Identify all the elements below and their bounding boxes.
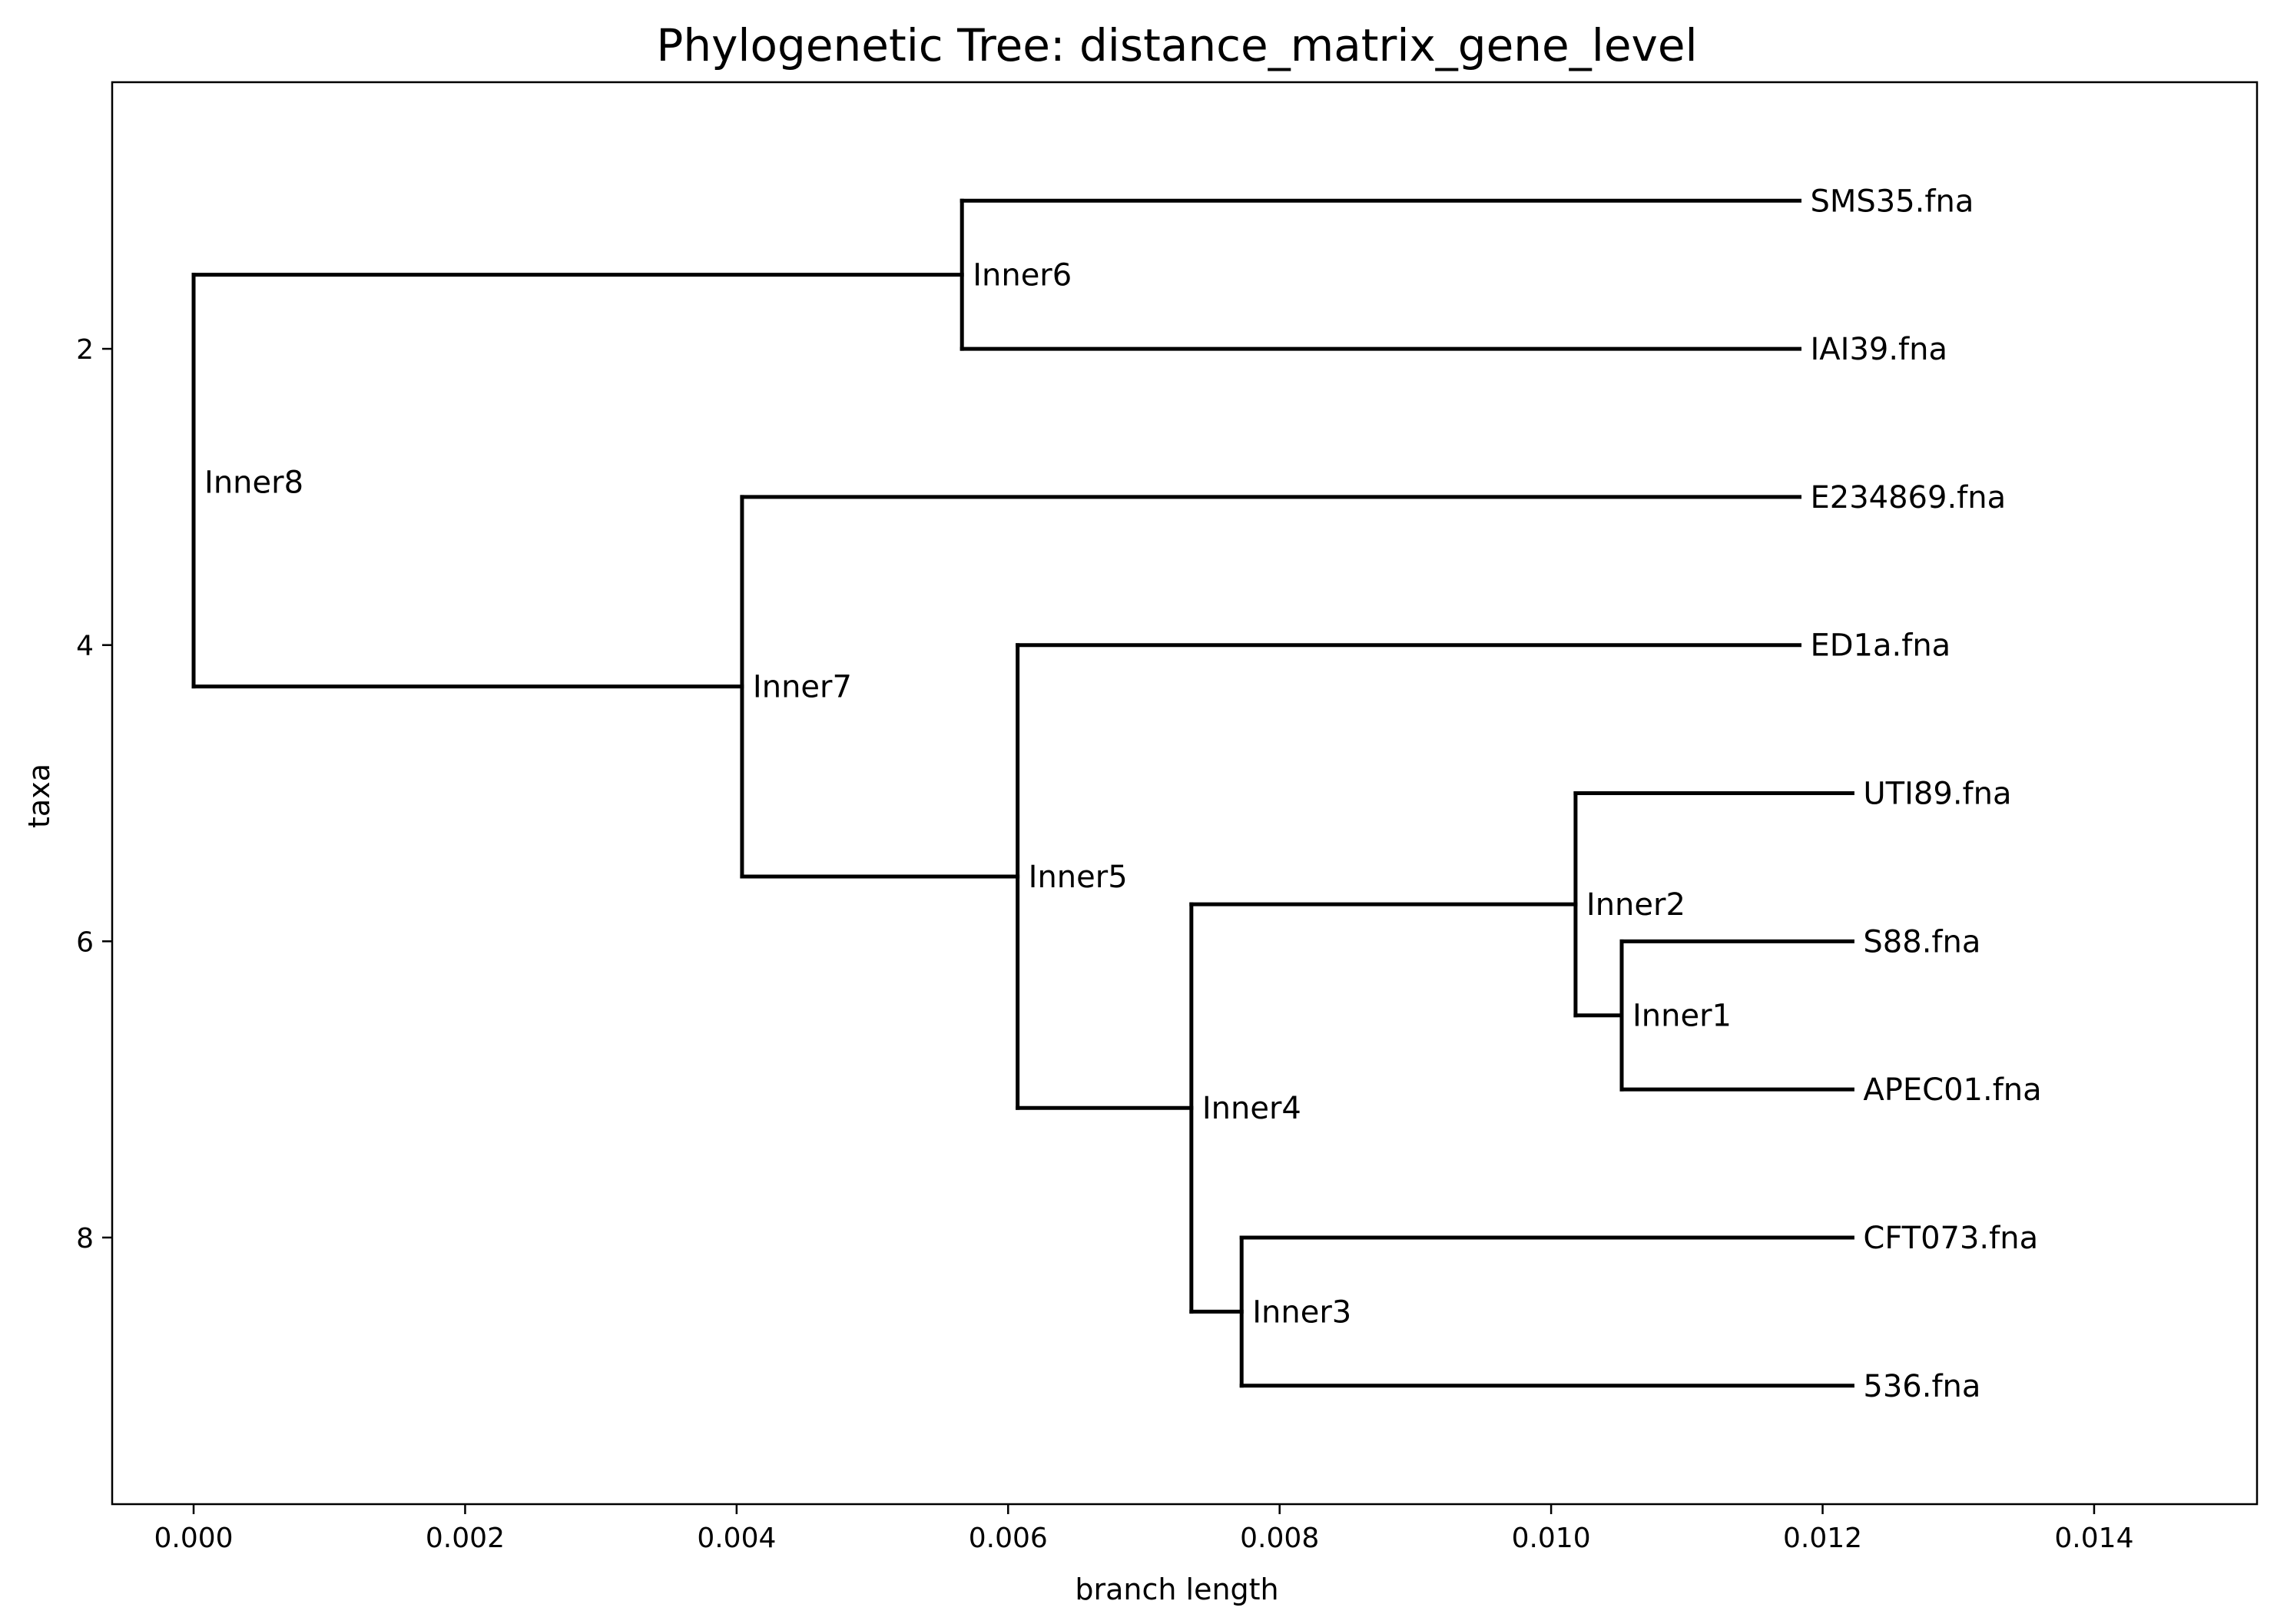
leaf-label-apec01-fna: APEC01.fna [1863, 1072, 2041, 1108]
x-tick-label: 0.004 [697, 1523, 776, 1554]
inner-node-label-inner2: Inner2 [1586, 887, 1685, 923]
inner-node-label-inner6: Inner6 [973, 258, 1072, 293]
x-tick-label: 0.014 [2054, 1523, 2133, 1554]
y-axis: 2 4 6 8 [76, 334, 112, 1254]
x-tick-label: 0.002 [426, 1523, 505, 1554]
y-tick-label: 8 [76, 1223, 94, 1254]
leaf-label-e234869-fna: E234869.fna [1810, 480, 2006, 515]
leaf-label-iai39-fna: IAI39.fna [1810, 332, 1947, 367]
inner-node-label-inner1: Inner1 [1632, 999, 1732, 1034]
y-tick-label: 2 [76, 334, 94, 366]
leaf-label-536-fna: 536.fna [1863, 1369, 1980, 1404]
x-axis: 0.000 0.002 0.004 0.006 0.008 0.010 0.012 0.014 [154, 1504, 2133, 1554]
leaf-label-cft073-fna: CFT073.fna [1863, 1221, 2038, 1256]
leaf-label-uti89-fna: UTI89.fna [1863, 777, 2011, 812]
x-tick-label: 0.012 [1783, 1523, 1862, 1554]
x-tick-label: 0.000 [154, 1523, 233, 1554]
inner-node-label-inner7: Inner7 [753, 670, 852, 705]
node-labels-layer: SMS35.fna IAI39.fna E234869.fna ED1a.fna UTI… [204, 184, 2042, 1404]
y-tick-label: 6 [76, 926, 94, 958]
plot-frame [111, 81, 2259, 1506]
x-tick-label: 0.006 [969, 1523, 1048, 1554]
x-tick-label: 0.010 [1512, 1523, 1591, 1554]
inner-node-label-inner8: Inner8 [204, 466, 303, 501]
inner-node-label-inner4: Inner4 [1202, 1091, 1301, 1126]
y-axis-label: taxa [22, 764, 56, 828]
inner-node-label-inner5: Inner5 [1029, 860, 1128, 895]
leaf-label-sms35-fna: SMS35.fna [1810, 184, 1974, 219]
x-tick-label: 0.008 [1240, 1523, 1319, 1554]
leaf-label-s88-fna: S88.fna [1863, 924, 1980, 959]
x-axis-label: branch length [1075, 1573, 1278, 1606]
y-tick-label: 4 [76, 631, 94, 662]
leaf-label-ed1a-fna: ED1a.fna [1810, 628, 1951, 664]
inner-node-label-inner3: Inner3 [1252, 1294, 1351, 1330]
chart-title: Phylogenetic Tree: distance_matrix_gene_… [656, 19, 1697, 71]
branches-layer [191, 198, 1854, 1388]
